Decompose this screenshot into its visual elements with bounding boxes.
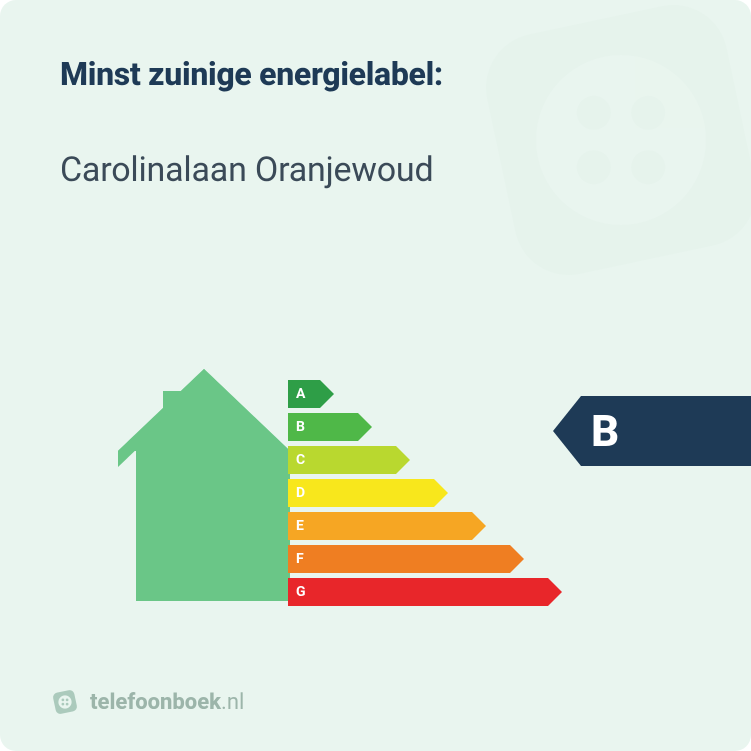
energy-bar-letter: G [296,578,306,606]
energy-bar-letter: C [296,446,305,474]
watermark-icon [451,0,751,314]
energy-label-chart: ABCDEFG B [118,370,751,630]
energy-bar-letter: E [296,512,304,540]
selected-label-letter: B [591,405,619,457]
energy-bar-f: F [288,545,562,573]
energy-bar-e: E [288,512,562,540]
energy-label-card: Minst zuinige energielabel: Carolinalaan… [0,0,751,751]
energy-bar-b: B [288,413,562,441]
energy-bar-d: D [288,479,562,507]
selected-label-badge: B [553,396,751,466]
energy-bar-letter: D [296,479,305,507]
location-name: Carolinalaan Oranjewoud [60,150,433,190]
footer-brand-name: telefoonboek [90,690,221,715]
house-icon [118,369,290,605]
selected-badge-body: B [581,396,751,466]
footer-brand-tld: .nl [221,690,244,715]
energy-bar-c: C [288,446,562,474]
footer-text: telefoonboek.nl [90,690,244,715]
selected-badge-arrow [553,396,581,466]
footer-brand: telefoonboek.nl [50,687,244,717]
energy-bar-letter: A [296,380,305,408]
energy-bars: ABCDEFG [288,380,562,611]
footer-logo-icon [50,687,80,717]
page-title: Minst zuinige energielabel: [60,55,443,93]
energy-bar-letter: B [296,413,305,441]
energy-bar-a: A [288,380,562,408]
energy-bar-letter: F [296,545,304,573]
energy-bar-g: G [288,578,562,606]
